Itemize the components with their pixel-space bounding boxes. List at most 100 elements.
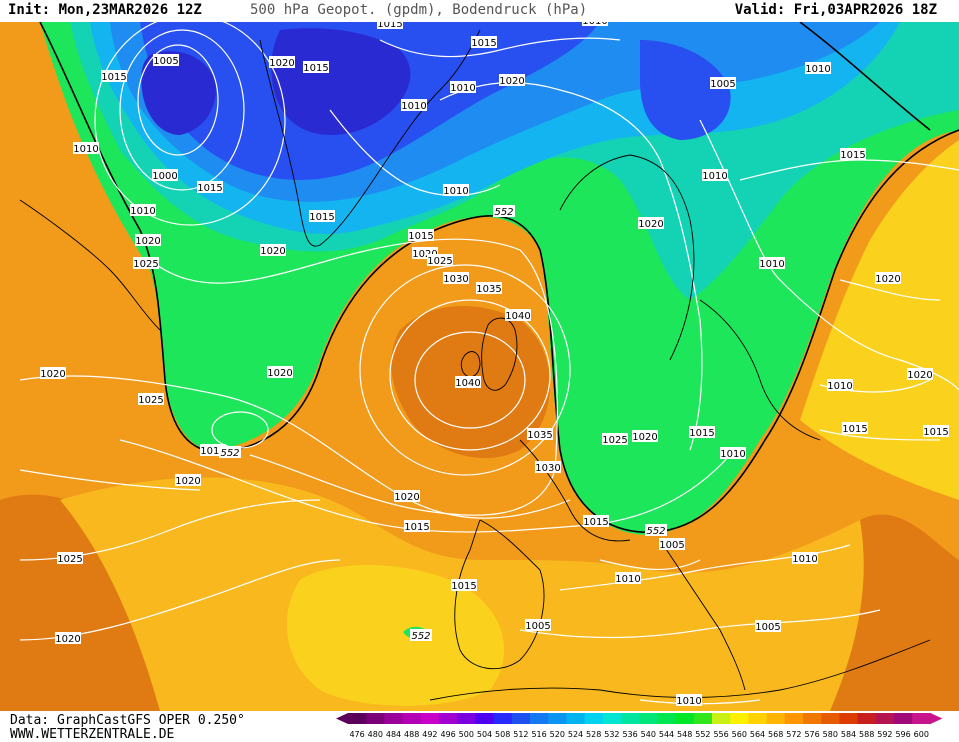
isobar-1005 [519,609,881,639]
pressure-label: 1020 [135,234,161,247]
colorbar-swatch [803,713,822,724]
svg-text:1010: 1010 [720,449,745,460]
isobar-1015-se [819,429,941,441]
svg-text:1030: 1030 [443,274,468,285]
svg-text:1040: 1040 [455,378,480,389]
colorbar-tick-label: 508 [495,730,510,739]
svg-text:552: 552 [411,631,430,642]
field-deep-blue [271,28,411,135]
colorbar-tick-label: 528 [586,730,601,739]
pressure-label: 1025 [133,257,159,270]
svg-text:1020: 1020 [40,369,65,380]
svg-text:1010: 1010 [401,101,426,112]
svg-text:1020: 1020 [55,634,80,645]
coast-scandinavia [559,154,695,361]
coast-canada [19,199,161,331]
pressure-label: 1035 [527,428,553,441]
pressure-label: 1015 [583,515,609,528]
colorbar-swatch [566,713,586,724]
pressure-label: 1015 [404,520,430,533]
colorbar-tick-label: 576 [804,730,819,739]
pressure-label: 1015 [840,148,866,161]
pressure-label: 1005 [710,77,736,90]
svg-text:1025: 1025 [138,395,163,406]
colorbar-tick-label: 544 [659,730,674,739]
svg-text:1020: 1020 [907,370,932,381]
svg-text:1015: 1015 [404,522,429,533]
colorbar-tick-label: 600 [914,730,929,739]
svg-text:1010: 1010 [827,381,852,392]
svg-text:1005: 1005 [525,621,550,632]
colorbar-tick-label: 476 [349,730,364,739]
coast-iberia [454,519,545,670]
svg-text:1010: 1010 [676,696,701,707]
pressure-label: 1010 [792,552,818,565]
colorbar-swatch [439,713,458,724]
field-blue-ne [640,40,731,140]
colorbar-tick-label: 572 [786,730,801,739]
svg-text:1010: 1010 [702,171,727,182]
svg-text:1010: 1010 [582,22,607,27]
pressure-label: 1015 [377,22,403,30]
geopotential-label: 552 [493,205,515,218]
isobar-high-1035 [389,299,551,451]
colorbar-tick-label: 504 [477,730,492,739]
svg-text:1020: 1020 [269,58,294,69]
colorbar-tick-label: 496 [440,730,455,739]
colorbar-swatch [621,713,640,724]
pressure-label: 1015 [408,229,434,242]
colorbar-tick-label: 540 [641,730,656,739]
pressure-label: 1035 [476,282,502,295]
isobar-low-1005 [119,29,245,191]
chart-title: 500 hPa Geopot. (gpdm), Bodendruck (hPa) [250,2,588,18]
colorbar-swatch [693,713,713,724]
pressure-label: 1025 [138,393,164,406]
svg-text:1015: 1015 [377,22,402,30]
pressure-label: 1010 [720,447,746,460]
colorbar-swatch [821,713,840,724]
pressure-label: 1040 [505,309,531,322]
colorbar-left-arrow [336,713,348,724]
colorbar-right-arrow [930,713,943,724]
isobar-1015 [119,439,731,533]
coast-baltic [699,299,821,441]
colorbar-swatch [475,713,495,724]
colorbar-swatch [912,713,931,724]
colorbar-tick-label: 524 [568,730,583,739]
colorbar-swatch [584,713,604,724]
colorbar-swatch [602,713,622,724]
valid-time: Valid: Fri,03APR2026 18Z [734,2,937,18]
colorbar-swatch [493,713,513,724]
pressure-label: 1025 [602,433,628,446]
colorbar-tick-label: 564 [750,730,765,739]
svg-text:1020: 1020 [412,249,437,260]
pressure-label: 1040 [455,376,481,389]
colorbar-swatch [384,713,404,724]
svg-text:1010: 1010 [450,83,475,94]
svg-text:1025: 1025 [133,259,158,270]
svg-text:1035: 1035 [476,284,501,295]
svg-text:552: 552 [646,526,665,537]
pressure-label: 1005 [153,54,179,67]
colorbar-tick-label: 560 [732,730,747,739]
isobar-low-1000 [137,44,219,156]
colorbar-tick-label: 552 [695,730,710,739]
geopotential-552-line [39,22,959,533]
colorbar-swatch [839,713,859,724]
colorbar-swatch [712,713,731,724]
svg-text:1020: 1020 [875,274,900,285]
svg-text:1020: 1020 [260,246,285,257]
colorbar-swatch [457,713,476,724]
colorbar-swatch [657,713,677,724]
svg-text:1020: 1020 [175,476,200,487]
svg-text:1040: 1040 [505,311,530,322]
svg-text:1005: 1005 [153,56,178,67]
colorbar-swatch [730,713,749,724]
colorbar-tick-label: 512 [513,730,528,739]
pressure-label: 1005 [659,538,685,551]
pressure-label: 1020 [175,474,201,487]
svg-text:1015: 1015 [200,446,225,457]
colorbar-tick-label: 520 [550,730,565,739]
pressure-label: 1010 [130,204,156,217]
svg-text:1020: 1020 [135,236,160,247]
